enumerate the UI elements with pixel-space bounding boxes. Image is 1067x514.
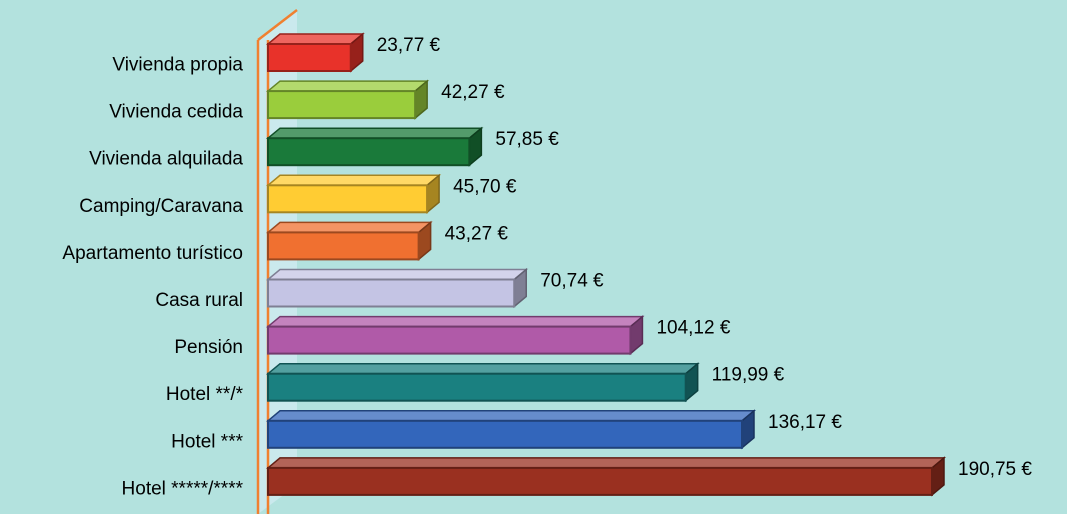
bar-top: [265, 221, 433, 234]
category-label: Vivienda alquilada: [89, 149, 243, 170]
category-label: Pensión: [174, 337, 243, 358]
value-label: 104,12 €: [656, 318, 730, 339]
value-label: 136,17 €: [768, 412, 842, 433]
value-label: 57,85 €: [495, 129, 559, 150]
value-label: 43,27 €: [445, 223, 509, 244]
value-label: 45,70 €: [453, 176, 517, 197]
bar: [267, 184, 429, 214]
bar: [267, 137, 471, 167]
bar-top: [265, 174, 442, 187]
bar-top: [265, 410, 757, 422]
value-label: 119,99 €: [712, 365, 785, 386]
bar: [267, 419, 744, 449]
value-label: 70,74 €: [540, 271, 604, 292]
bar: [267, 466, 933, 496]
bar-top: [265, 80, 430, 92]
bar-top: [265, 362, 700, 375]
category-label: Vivienda propia: [112, 55, 243, 76]
category-label: Vivienda cedida: [109, 102, 243, 123]
bar-top: [265, 315, 645, 328]
value-label: 42,27 €: [441, 82, 505, 103]
category-label: Hotel **/*: [166, 384, 244, 405]
bar-top: [265, 268, 529, 281]
bar: [267, 43, 352, 72]
category-label: Hotel ***: [171, 431, 243, 452]
bar: [267, 231, 420, 261]
category-label: Hotel *****/****: [122, 478, 244, 499]
bar: [267, 372, 687, 402]
category-label: Camping/Caravana: [79, 196, 243, 217]
bar: [267, 325, 632, 355]
bar: [267, 278, 516, 308]
bar-top: [265, 127, 484, 139]
value-label: 23,77 €: [377, 35, 441, 56]
bar-top: [265, 457, 947, 469]
bar: [267, 90, 417, 120]
category-label: Apartamento turístico: [62, 243, 243, 264]
category-label: Casa rural: [155, 290, 243, 311]
bar-top: [265, 33, 365, 45]
value-label: 190,75 €: [958, 459, 1032, 480]
